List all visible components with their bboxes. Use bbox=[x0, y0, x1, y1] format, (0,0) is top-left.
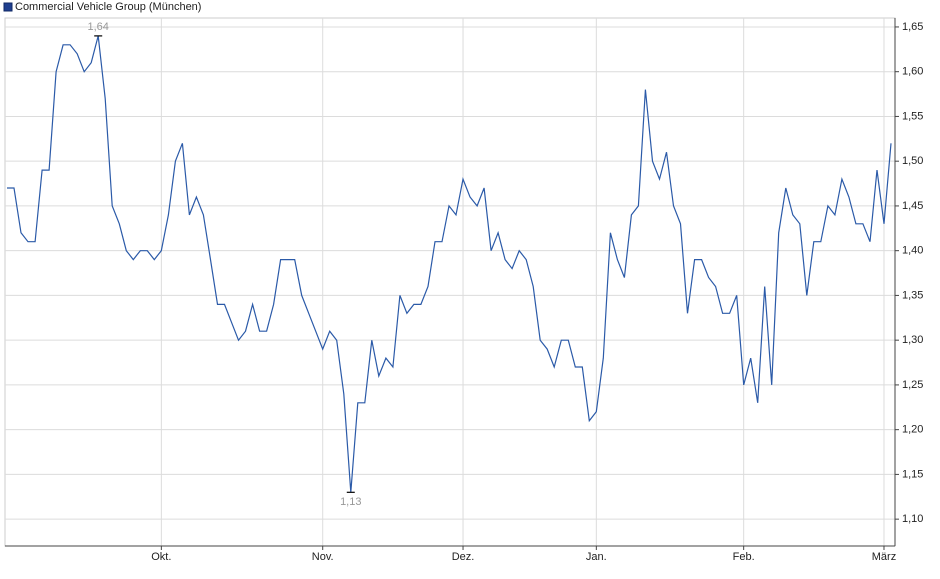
extreme-label: 1,64 bbox=[87, 21, 108, 33]
price-line bbox=[7, 35, 892, 493]
y-tick-label: 1,15 bbox=[902, 468, 923, 480]
legend-swatch bbox=[3, 2, 13, 12]
y-tick-label: 1,40 bbox=[902, 245, 923, 257]
x-tick-label: Okt. bbox=[151, 551, 171, 563]
x-tick-label: März bbox=[872, 551, 896, 563]
y-tick-label: 1,20 bbox=[902, 424, 923, 436]
y-tick-label: 1,65 bbox=[902, 21, 923, 33]
y-tick-label: 1,10 bbox=[902, 513, 923, 525]
y-tick-label: 1,55 bbox=[902, 110, 923, 122]
y-tick-label: 1,50 bbox=[902, 155, 923, 167]
y-tick-label: 1,35 bbox=[902, 289, 923, 301]
x-tick-label: Nov. bbox=[312, 551, 334, 563]
x-tick-label: Dez. bbox=[452, 551, 475, 563]
x-tick-label: Jan. bbox=[586, 551, 607, 563]
y-tick-label: 1,30 bbox=[902, 334, 923, 346]
y-tick-label: 1,45 bbox=[902, 200, 923, 212]
legend-label: Commercial Vehicle Group (München) bbox=[15, 1, 201, 13]
y-tick-label: 1,60 bbox=[902, 66, 923, 78]
extreme-label: 1,13 bbox=[340, 496, 361, 508]
y-tick-label: 1,25 bbox=[902, 379, 923, 391]
x-tick-label: Feb. bbox=[733, 551, 755, 563]
plot-area bbox=[4, 17, 896, 547]
